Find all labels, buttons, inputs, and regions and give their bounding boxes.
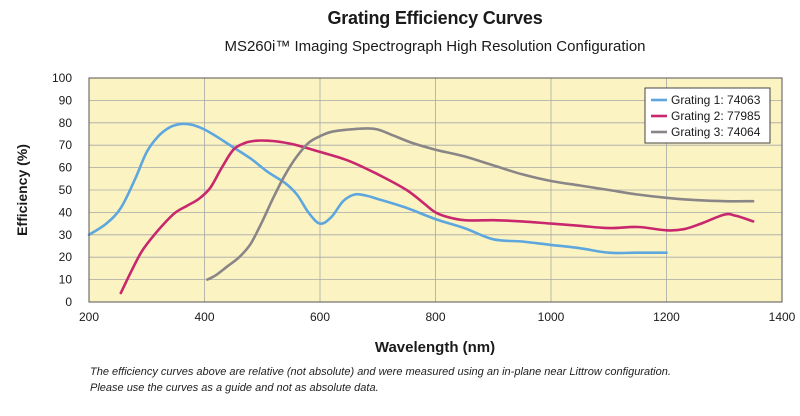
y-tick-label: 30 [59, 228, 73, 242]
chart-subtitle: MS260i™ Imaging Spectrograph High Resolu… [224, 38, 646, 55]
legend-label-2: Grating 2: 77985 [671, 109, 761, 123]
legend-label-1: Grating 1: 74063 [671, 93, 761, 107]
x-tick-label: 1000 [538, 310, 565, 324]
y-tick-label: 70 [59, 138, 73, 152]
footnote-1: The efficiency curves above are relative… [90, 366, 671, 378]
series-line-2 [119, 139, 755, 295]
y-tick-label: 40 [59, 205, 73, 219]
y-tick-label: 60 [59, 161, 73, 175]
footnote-2: Please use the curves as a guide and not… [90, 382, 379, 394]
x-tick-label: 200 [79, 310, 99, 324]
legend: Grating 1: 74063 Grating 2: 77985 Grating … [644, 87, 771, 144]
y-tick-label: 50 [59, 183, 73, 197]
chart-title: Grating Efficiency Curves [327, 8, 543, 28]
x-tick-label: 1400 [769, 310, 796, 324]
y-tick-label: 100 [52, 71, 72, 85]
series-lines [87, 122, 755, 295]
x-tick-label: 400 [194, 310, 214, 324]
y-tick-label: 0 [65, 295, 72, 309]
y-tick-label: 80 [59, 116, 73, 130]
y-axis: 0 10 20 30 40 50 60 70 80 90 100 [52, 71, 72, 309]
plot-frame [88, 77, 783, 303]
x-axis-label: Wavelength (nm) [375, 339, 495, 356]
y-axis-label: Efficiency (%) [14, 144, 30, 236]
x-tick-label: 600 [310, 310, 330, 324]
y-tick-label: 10 [59, 273, 73, 287]
x-tick-label: 1200 [653, 310, 680, 324]
y-tick-label: 90 [59, 93, 73, 107]
y-tick-label: 20 [59, 250, 73, 264]
legend-label-3: Grating 3: 74064 [671, 125, 761, 139]
series-line-1 [87, 122, 668, 255]
x-axis: 200 400 600 800 1000 1200 1400 [79, 310, 796, 324]
series-line-3 [206, 127, 755, 281]
x-tick-label: 800 [425, 310, 445, 324]
